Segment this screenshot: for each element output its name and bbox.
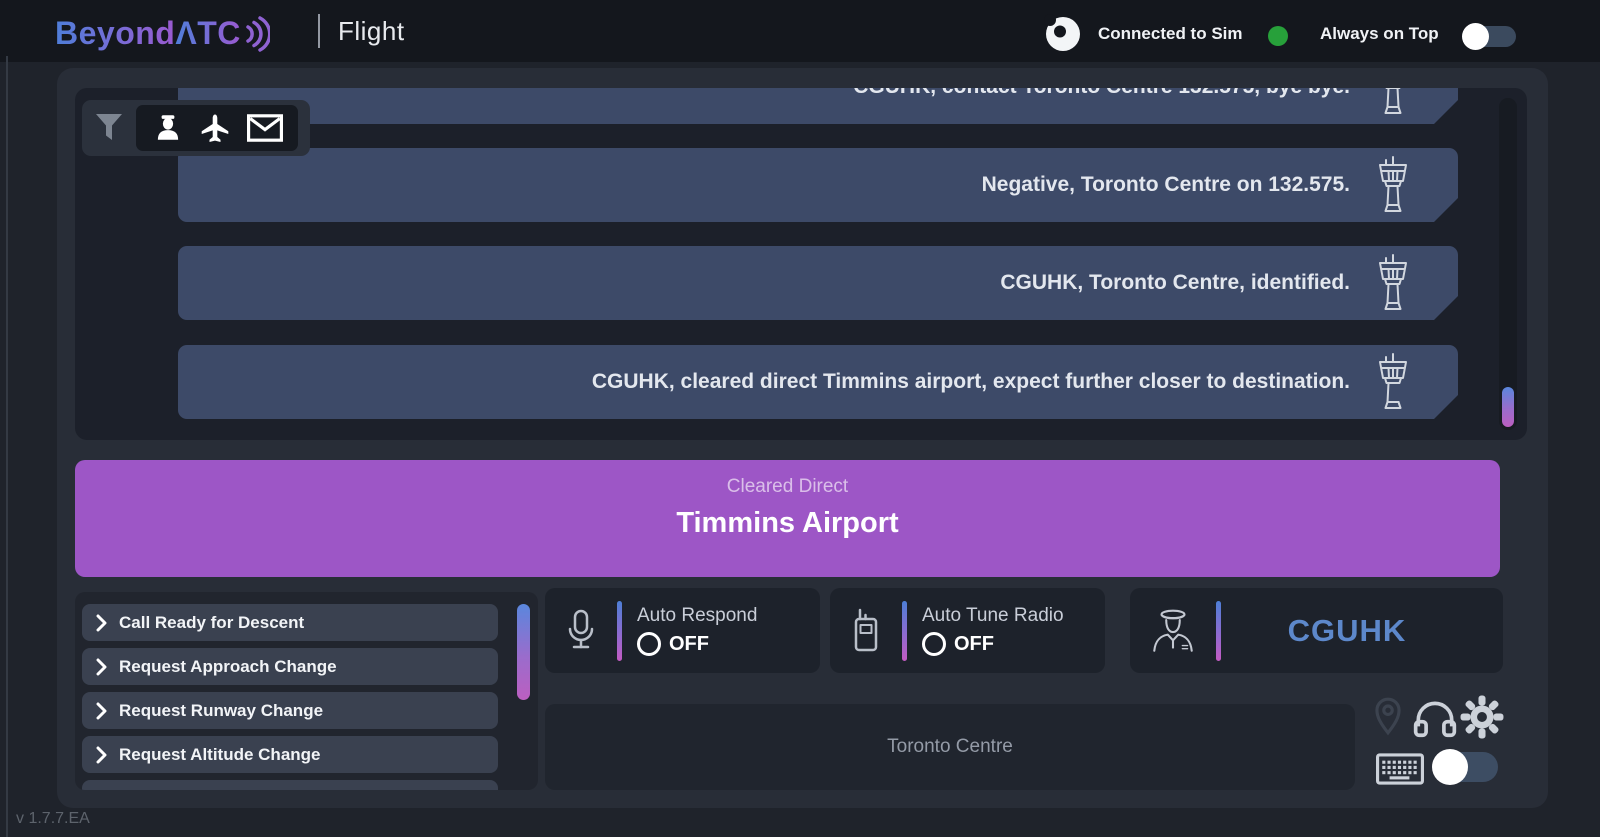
clearance-value: Timmins Airport (676, 507, 899, 539)
filter-funnel-icon (96, 114, 122, 140)
accent-bar (1216, 600, 1221, 661)
auto-tune-radio-label: Auto Tune Radio (922, 605, 1064, 626)
spinner-icon (1044, 14, 1080, 51)
callsign-panel[interactable]: CGUHK (1130, 588, 1503, 673)
menu-item-request-altitude-change[interactable]: Request Altitude Change (82, 736, 498, 773)
chevron-right-icon (96, 790, 107, 791)
always-on-top-toggle[interactable] (1462, 23, 1516, 50)
keyboard-icon[interactable] (1376, 753, 1424, 785)
tower-icon (1370, 88, 1416, 119)
chevron-right-icon (96, 702, 107, 719)
logo-divider (318, 14, 320, 48)
message-text: Negative, Toronto Centre on 132.575. (981, 173, 1350, 196)
menu-item-request-approach-change[interactable]: Request Approach Change (82, 648, 498, 685)
connection-status-indicator (1268, 26, 1288, 46)
chevron-right-icon (96, 746, 107, 763)
keyboard-input-toggle[interactable] (1432, 749, 1498, 785)
app-logo: Beyond ΛTC (55, 11, 270, 55)
menu-item-label: Request Runway Change (119, 700, 324, 720)
filter-options (136, 105, 298, 151)
filter-person-button[interactable] (152, 112, 184, 144)
clearance-banner[interactable]: Cleared Direct Timmins Airport (75, 460, 1500, 577)
filter-envelope-button[interactable] (246, 114, 283, 142)
frequency-display[interactable]: Toronto Centre (545, 704, 1355, 790)
sim-connection-label: Connected to Sim (1098, 24, 1243, 43)
auto-tune-radio-panel[interactable]: Auto Tune Radio OFF (830, 588, 1105, 673)
headphones-icon[interactable] (1412, 698, 1458, 738)
filter-plane-button[interactable] (199, 112, 231, 144)
menu-item-label: Request Direct to Fix (119, 789, 289, 791)
tower-icon (1370, 352, 1416, 414)
menu-item-label: Request Altitude Change (119, 744, 321, 764)
auto-respond-label: Auto Respond (637, 605, 758, 626)
request-menu: Call Ready for Descent Request Approach … (75, 592, 538, 790)
accent-bar (902, 600, 907, 661)
menu-item-request-runway-change[interactable]: Request Runway Change (82, 692, 498, 729)
menu-item-label: Request Approach Change (119, 656, 337, 676)
off-indicator-icon (922, 632, 946, 656)
message-bubble: Negative, Toronto Centre on 132.575. (178, 148, 1458, 222)
messages-scrollbar-thumb[interactable] (1502, 387, 1514, 427)
chevron-right-icon (96, 614, 107, 631)
gear-icon[interactable] (1460, 695, 1504, 739)
version-label: v 1.7.7.EA (16, 810, 90, 827)
menu-item-call-ready-for-descent[interactable]: Call Ready for Descent (82, 604, 498, 641)
accent-bar (617, 600, 622, 661)
message-log: CGUHK, contact Toronto Centre 132.575, b… (75, 88, 1527, 440)
message-text: CGUHK, contact Toronto Centre 132.575, b… (208, 88, 1350, 124)
radio-icon (854, 608, 878, 651)
frequency-station-label: Toronto Centre (887, 736, 1013, 757)
location-pin-icon[interactable] (1372, 696, 1404, 736)
menu-item-request-direct-to-fix[interactable]: Request Direct to Fix (82, 780, 498, 790)
microphone-icon (568, 609, 594, 648)
mode-title: Flight (338, 16, 405, 46)
off-indicator-icon (637, 632, 661, 656)
tower-icon (1370, 155, 1416, 217)
pilot-icon (1153, 609, 1193, 652)
sound-waves-icon (246, 16, 270, 52)
menu-item-label: Call Ready for Descent (119, 612, 305, 632)
auto-tune-radio-state: OFF (954, 632, 994, 655)
message-bubble: CGUHK, cleared direct Timmins airport, e… (178, 345, 1458, 419)
message-bubble: CGUHK, Toronto Centre, identified. (178, 246, 1458, 320)
auto-respond-state: OFF (669, 632, 709, 655)
always-on-top-label: Always on Top (1320, 24, 1439, 43)
tower-icon (1370, 253, 1416, 315)
topbar: Beyond ΛTC Flight Connected to Sim Always… (0, 0, 1600, 62)
clearance-label: Cleared Direct (726, 476, 849, 497)
message-filter-bar (82, 100, 310, 156)
auto-respond-panel[interactable]: Auto Respond OFF (545, 588, 820, 673)
toggle-knob (1462, 23, 1489, 50)
menu-scrollbar-thumb[interactable] (517, 604, 530, 700)
toggle-knob (1432, 749, 1468, 785)
window-edge (6, 56, 8, 837)
callsign-text: CGUHK (1287, 612, 1407, 648)
chevron-right-icon (96, 658, 107, 675)
message-bubble: CGUHK, contact Toronto Centre 132.575, b… (178, 88, 1458, 124)
logo-text-beyond: Beyond (55, 14, 176, 51)
message-text: CGUHK, cleared direct Timmins airport, e… (591, 370, 1350, 393)
message-text: CGUHK, Toronto Centre, identified. (1000, 271, 1350, 294)
logo-text-atc: ΛTC (175, 14, 241, 51)
messages-scrollbar-track[interactable] (1499, 98, 1517, 430)
